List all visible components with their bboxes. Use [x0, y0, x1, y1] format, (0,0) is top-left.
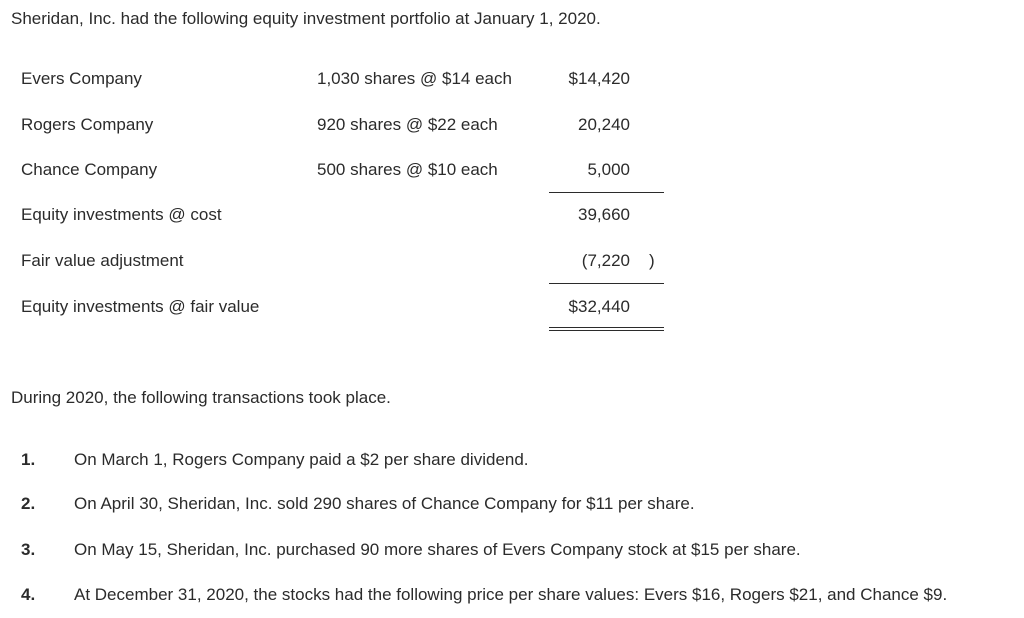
row-shares: 500 shares @ $10 each [317, 160, 498, 179]
row-shares: 1,030 shares @ $14 each [317, 69, 512, 88]
row-label: Rogers Company [21, 115, 154, 134]
row-label: Equity investments @ fair value [21, 297, 260, 316]
row-amount: $14,420 [568, 69, 630, 88]
row-amount: (7,220 [581, 251, 630, 270]
item-number: 4. [21, 585, 36, 604]
item-number: 3. [21, 540, 36, 559]
item-text: At December 31, 2020, the stocks had the… [74, 585, 948, 604]
row-amount-close-paren: ) [649, 251, 655, 270]
item-text: On May 15, Sheridan, Inc. purchased 90 m… [74, 540, 801, 559]
row-label: Evers Company [21, 69, 142, 88]
total-rule [549, 283, 664, 284]
item-text: On April 30, Sheridan, Inc. sold 290 sha… [74, 494, 695, 513]
row-label: Fair value adjustment [21, 251, 184, 270]
row-shares: 920 shares @ $22 each [317, 115, 498, 134]
row-amount: 20,240 [578, 115, 630, 134]
item-text: On March 1, Rogers Company paid a $2 per… [74, 450, 529, 469]
item-number: 1. [21, 450, 36, 469]
transactions-intro: During 2020, the following transactions … [11, 388, 391, 407]
row-label: Chance Company [21, 160, 158, 179]
intro-text: Sheridan, Inc. had the following equity … [11, 9, 601, 28]
row-amount: 5,000 [587, 160, 630, 179]
row-amount: 39,660 [578, 205, 630, 224]
row-label: Equity investments @ cost [21, 205, 222, 224]
subtotal-rule [549, 192, 664, 193]
grand-total-double-rule [549, 327, 664, 331]
row-amount: $32,440 [568, 297, 630, 316]
item-number: 2. [21, 494, 36, 513]
